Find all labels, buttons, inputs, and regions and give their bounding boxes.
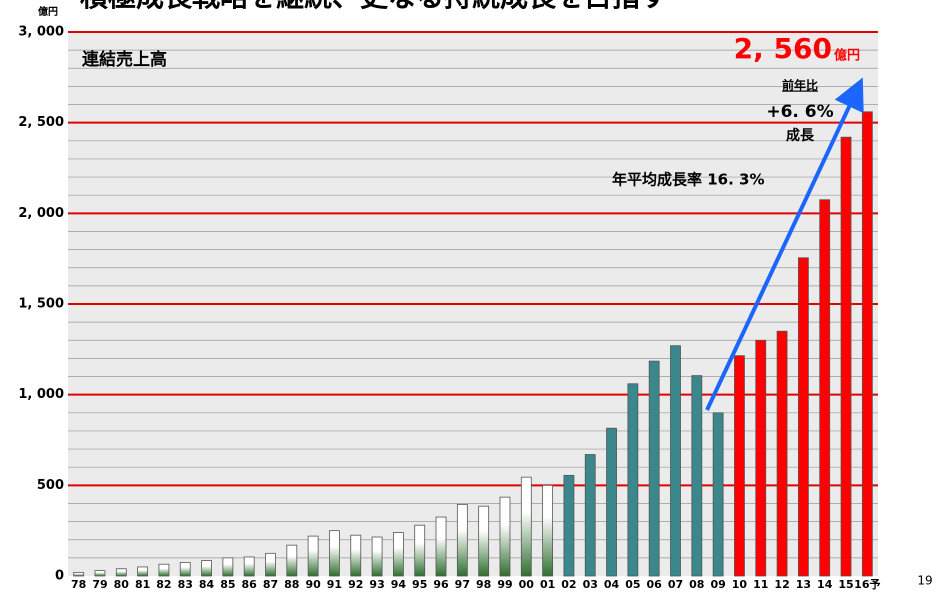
bar [243,556,255,577]
bar [755,339,767,577]
x-tick-label: 90 [305,578,321,591]
x-tick-label: 99 [497,578,512,591]
bar [222,557,234,577]
x-tick-label: 16予 [854,578,880,591]
bar [414,524,426,577]
x-tick-label: 86 [242,578,258,591]
bar [691,375,703,577]
x-tick-label: 04 [604,578,620,591]
bar [861,111,873,577]
bar [435,516,447,577]
total-label: 2, 560 [734,32,832,65]
x-tick-label: 83 [178,578,193,591]
bar [456,503,468,577]
x-tick-label: 94 [391,578,407,591]
x-tick-label: 84 [199,578,215,591]
bar [734,355,745,577]
bar [94,570,106,577]
yoy-label: +6. 6% [766,102,833,122]
x-tick-label: 87 [263,578,278,591]
bar [137,566,149,577]
bar [179,562,191,577]
page-number: 19 [917,574,932,588]
bar [115,568,127,577]
bar [392,532,404,577]
bar [542,484,554,577]
x-tick-label: 79 [92,578,107,591]
x-tick-label: 78 [71,578,86,591]
bar [606,427,617,577]
y-tick-label: 2, 000 [18,206,64,221]
bar [819,199,831,577]
x-tick-label: 93 [369,578,384,591]
x-tick-label: 92 [348,578,363,591]
y-tick-label: 3, 000 [18,25,64,40]
x-tick-label: 98 [476,578,491,591]
x-tick-label: 13 [796,578,811,591]
x-tick-label: 01 [540,578,555,591]
bar [286,544,298,577]
y-tick-label: 500 [37,478,64,493]
bar [329,530,340,577]
x-tick-label: 11 [753,578,768,591]
y-tick-label: 0 [55,569,64,584]
bar [265,552,276,577]
cagr-label: 年平均成長率 16. 3% [612,171,764,189]
bar [371,536,383,577]
bar [840,136,852,577]
bar [563,474,575,577]
bar [478,505,490,577]
x-tick-label: 88 [284,578,299,591]
bar [627,383,639,577]
bar [73,571,85,577]
bar [797,257,809,577]
x-tick-label: 00 [519,578,535,591]
x-tick-label: 85 [220,578,235,591]
yoy-tail: 成長 [786,127,815,144]
bar [776,330,788,577]
growth-arrow [705,77,864,411]
bar [648,360,660,577]
bar [712,412,724,577]
yoy-head: 前年比 [782,78,818,93]
x-tick-label: 97 [455,578,470,591]
chart-title: 積極成長戦略を継続、更なる持続成長を目指す [80,0,668,13]
bar [158,563,170,577]
bar [201,560,212,577]
x-tick-label: 95 [412,578,427,591]
bar [350,534,362,577]
bar [670,345,681,577]
y-tick-label: 1, 500 [18,297,64,312]
bar [499,496,511,577]
x-tick-label: 15 [838,578,853,591]
x-tick-label: 09 [710,578,725,591]
y-tick-label: 2, 500 [18,115,64,130]
x-tick-label: 07 [668,578,683,591]
x-tick-label: 82 [156,578,171,591]
x-tick-label: 10 [732,578,748,591]
x-tick-label: 14 [817,578,833,591]
y-tick-label: 1, 000 [18,387,64,402]
x-tick-label: 03 [583,578,598,591]
bar [584,454,596,577]
total-unit: 億円 [834,48,860,64]
x-tick-label: 06 [647,578,663,591]
x-tick-label: 96 [433,578,449,591]
x-tick-label: 02 [561,578,576,591]
bar [520,476,532,577]
x-tick-label: 08 [689,578,704,591]
x-tick-label: 80 [114,578,130,591]
x-tick-label: 91 [327,578,342,591]
x-tick-label: 12 [774,578,789,591]
series-label: 連結売上高 [82,49,167,70]
bar [307,535,319,577]
x-tick-label: 81 [135,578,150,591]
x-tick-label: 05 [625,578,640,591]
unit-label: 億円 [38,5,58,18]
